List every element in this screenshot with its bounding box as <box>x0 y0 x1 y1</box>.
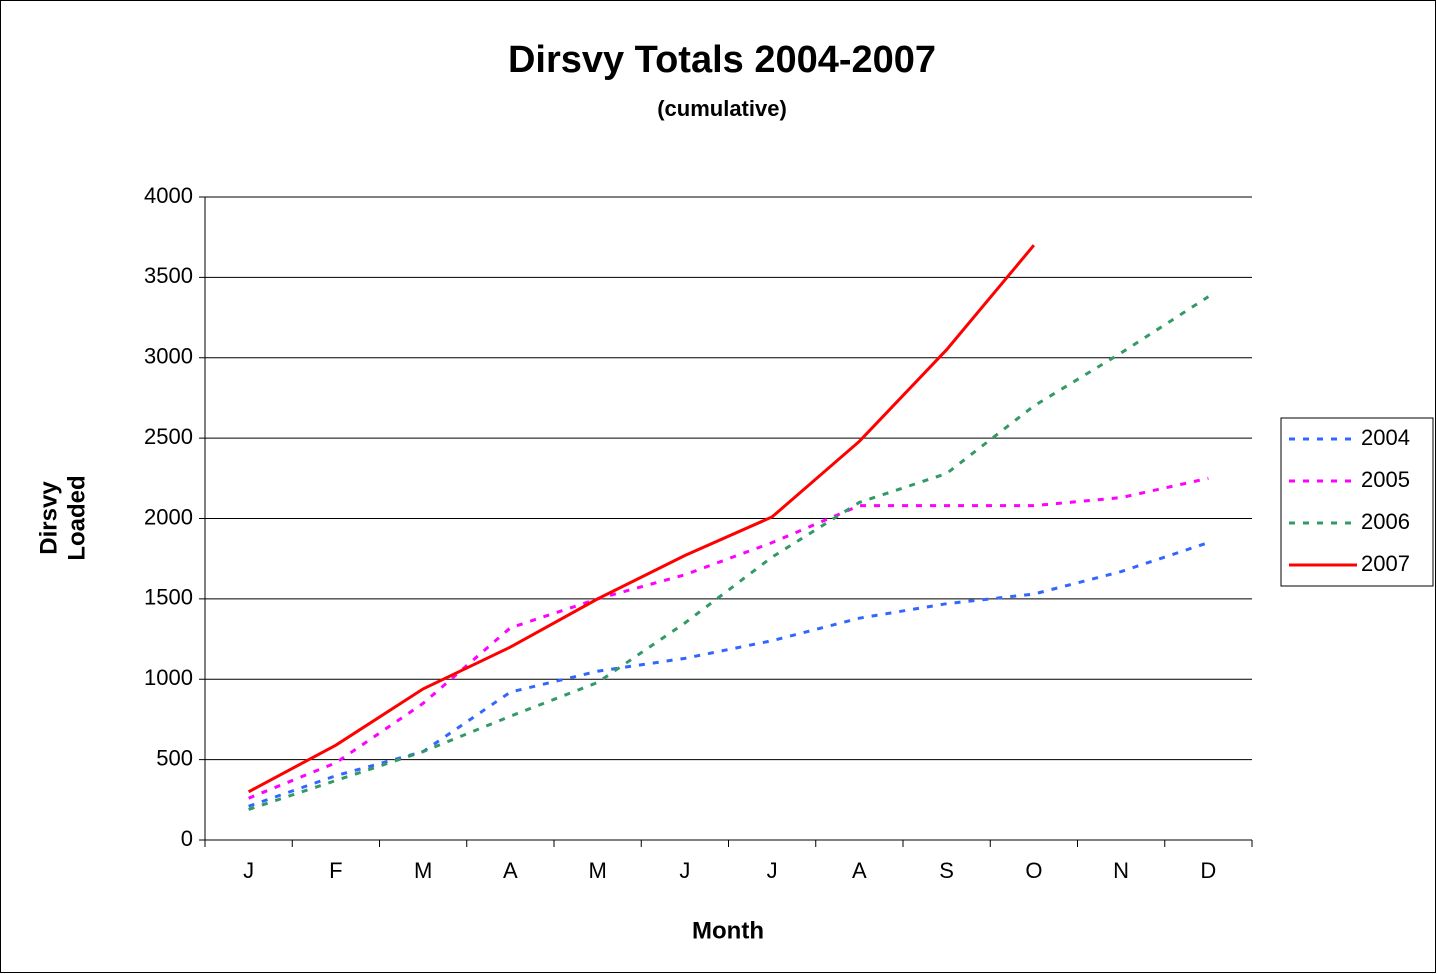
legend-label: 2006 <box>1361 509 1410 534</box>
y-tick-label: 2500 <box>144 424 193 449</box>
x-tick-label: M <box>588 858 606 883</box>
legend-label: 2004 <box>1361 425 1410 450</box>
x-axis-label: Month <box>692 917 764 944</box>
x-tick-label: O <box>1025 858 1042 883</box>
x-tick-label: J <box>243 858 254 883</box>
legend-box <box>1280 417 1434 587</box>
x-tick-label: F <box>329 858 342 883</box>
y-axis-label: Dirsvy <box>35 481 62 555</box>
chart-subtitle: (cumulative) <box>657 96 787 121</box>
x-tick-label: A <box>852 858 867 883</box>
series-line <box>248 476 1209 800</box>
x-tick-label: D <box>1200 858 1216 883</box>
y-axis-label: Loaded <box>63 475 90 560</box>
chart-title: Dirsvy Totals 2004-2007 <box>508 39 936 81</box>
x-tick-label: M <box>414 858 432 883</box>
x-tick-label: S <box>939 858 954 883</box>
y-tick-label: 3500 <box>144 263 193 288</box>
y-tick-label: 500 <box>156 745 193 770</box>
x-tick-label: A <box>503 858 518 883</box>
y-tick-label: 1500 <box>144 585 193 610</box>
y-tick-label: 4000 <box>144 183 193 208</box>
y-tick-label: 0 <box>181 826 193 851</box>
series-line <box>248 295 1210 811</box>
legend-label: 2005 <box>1361 467 1410 492</box>
y-tick-label: 2000 <box>144 504 193 529</box>
x-tick-label: J <box>679 858 690 883</box>
series-line <box>247 244 1036 794</box>
x-tick-label: N <box>1113 858 1129 883</box>
legend-label: 2007 <box>1361 551 1410 576</box>
y-tick-label: 3000 <box>144 344 193 369</box>
x-tick-label: J <box>767 858 778 883</box>
y-tick-label: 1000 <box>144 665 193 690</box>
